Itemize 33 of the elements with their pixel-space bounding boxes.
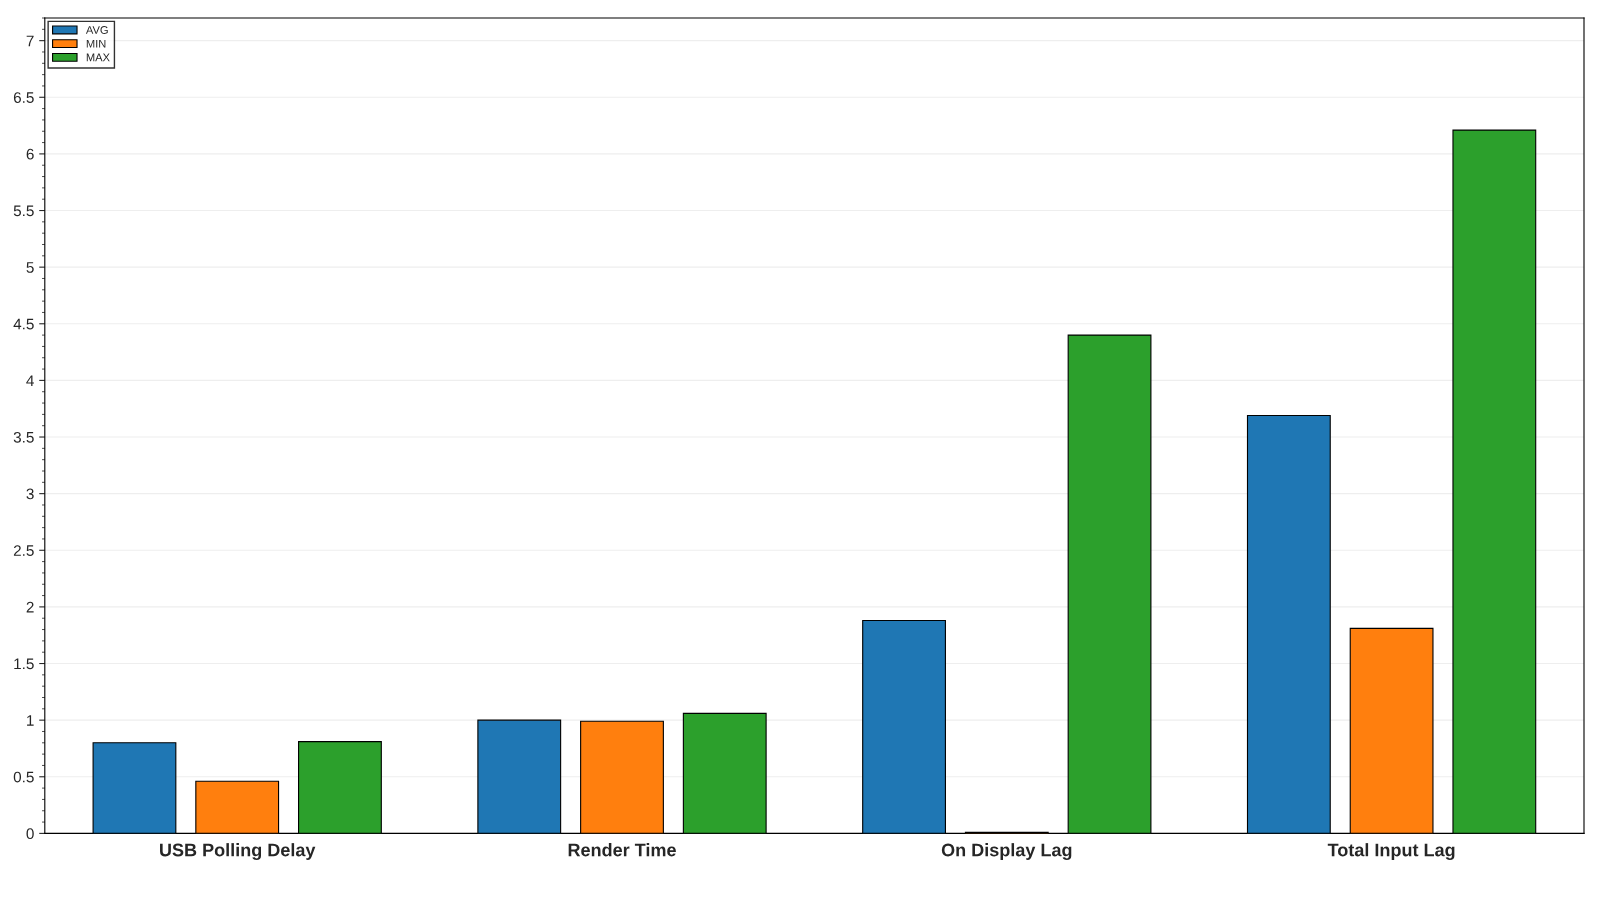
y-tick-label: 7 xyxy=(26,35,34,47)
y-tick-label: 2.5 xyxy=(13,545,34,556)
y-tick-label: 0.5 xyxy=(13,771,34,783)
y-tick-label: 4.5 xyxy=(13,318,34,330)
y-tick-label: 0 xyxy=(26,828,34,840)
y-tick-label: 5 xyxy=(26,262,34,273)
y-tick-label: 3.5 xyxy=(13,431,34,443)
bar xyxy=(1246,414,1331,834)
bar xyxy=(1067,334,1152,834)
y-tick-label: 2 xyxy=(26,601,34,613)
y-tick-label: 1 xyxy=(27,715,34,726)
y-tick-label: 6 xyxy=(26,148,34,160)
legend-label: AVG xyxy=(85,26,108,34)
bar xyxy=(682,712,767,834)
bar xyxy=(1349,627,1434,834)
bar xyxy=(298,741,382,834)
bar xyxy=(580,720,664,834)
legend-label: MIN xyxy=(86,39,106,48)
y-tick-label: 6.5 xyxy=(13,92,34,103)
y-tick-label: 5.5 xyxy=(13,205,34,217)
bar xyxy=(862,619,946,834)
x-tick-label: On Display Lag xyxy=(941,843,1072,861)
y-tick-label: 3 xyxy=(26,488,34,500)
x-tick-label: Total Input Lag xyxy=(1327,843,1455,861)
bar xyxy=(195,780,280,834)
x-tick-label: USB Polling Delay xyxy=(160,843,316,861)
bar xyxy=(92,742,177,834)
y-tick-label: 4 xyxy=(26,375,34,386)
bar xyxy=(1452,129,1537,834)
bar xyxy=(477,719,562,834)
legend-label: MAX xyxy=(86,53,110,62)
y-tick-label: 1.5 xyxy=(14,658,34,670)
x-tick-label: Render Time xyxy=(568,843,676,857)
